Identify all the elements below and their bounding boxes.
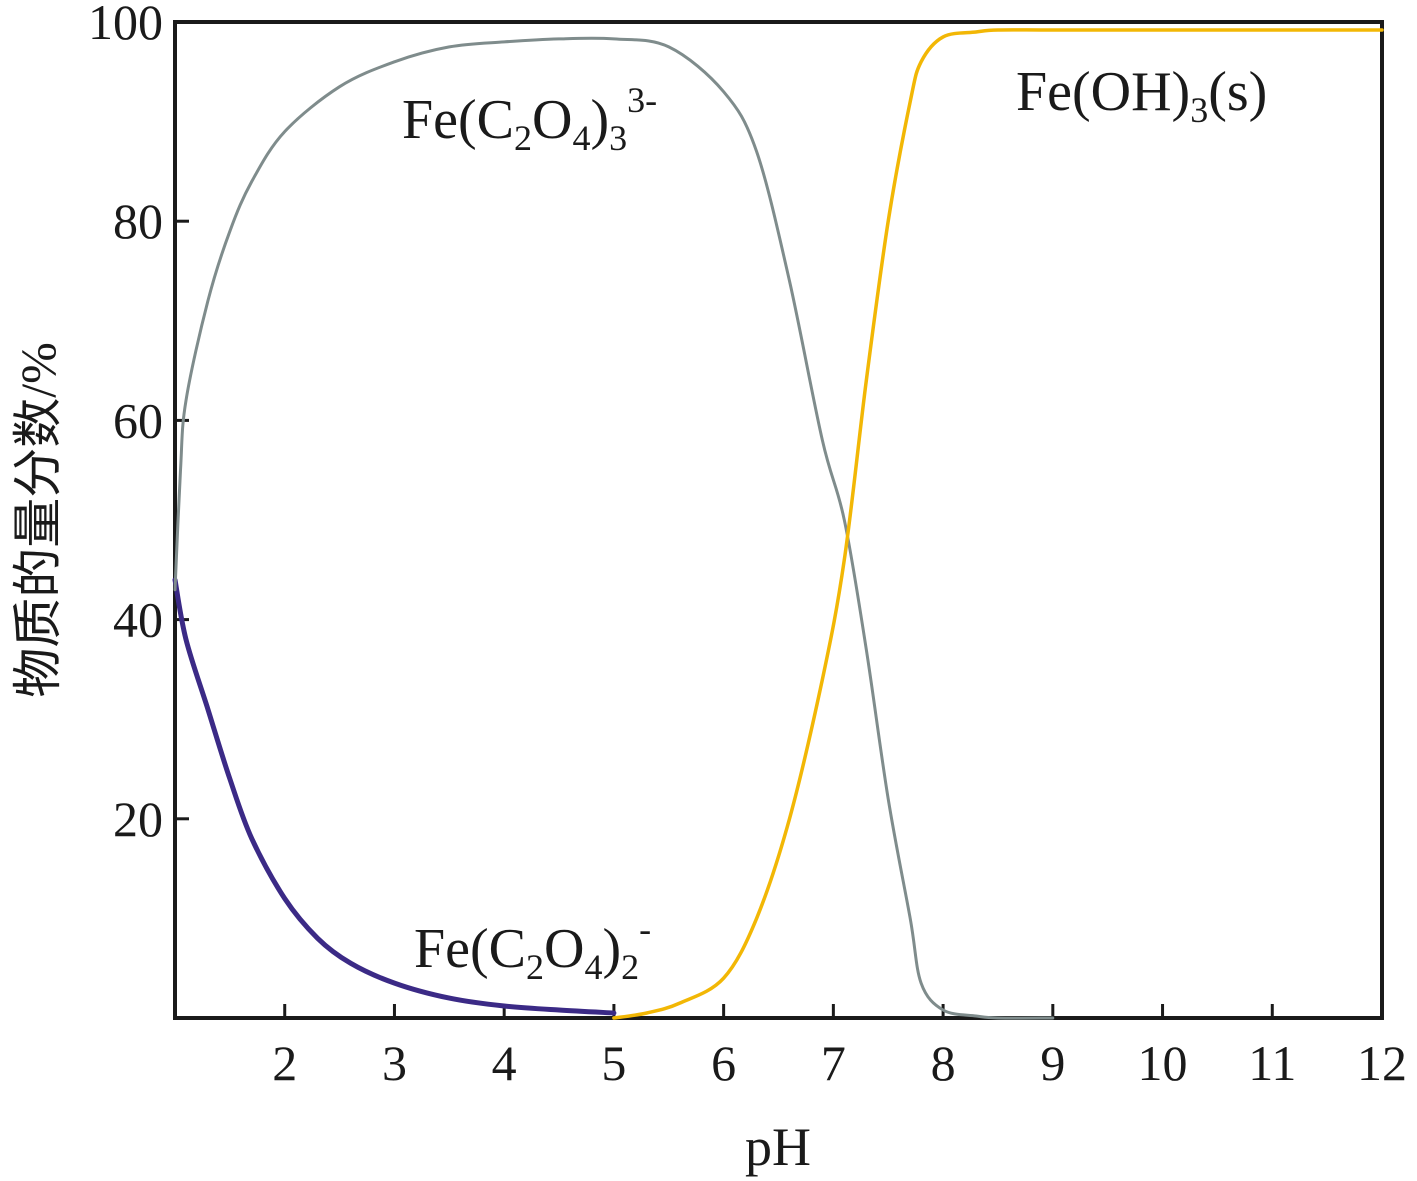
y-axis: 20 40 60 80 100 xyxy=(88,0,189,847)
x-tick-label: 6 xyxy=(711,1035,736,1091)
plot-frame xyxy=(173,20,1384,1020)
series-line xyxy=(173,36,1055,1020)
x-tick-label: 12 xyxy=(1357,1035,1407,1091)
x-tick-label: 11 xyxy=(1248,1035,1296,1091)
x-axis-title: pH xyxy=(745,1117,811,1177)
x-tick-label: 10 xyxy=(1138,1035,1188,1091)
y-tick-label: 100 xyxy=(88,0,163,50)
y-tick-label: 40 xyxy=(113,592,163,648)
x-tick-label: 7 xyxy=(821,1035,846,1091)
x-tick-label: 2 xyxy=(272,1035,297,1091)
x-tick-label: 8 xyxy=(931,1035,956,1091)
x-tick-label: 4 xyxy=(492,1035,517,1091)
label-fe-c2o4-2: Fe(C2O4)2- xyxy=(414,909,651,987)
x-tick-label: 5 xyxy=(601,1035,626,1091)
label-fe-oh-3: Fe(OH)3(s) xyxy=(1016,61,1267,130)
series-line xyxy=(612,28,1384,1020)
y-axis-title: 物质的量分数/% xyxy=(10,342,66,698)
series-layer xyxy=(172,28,1384,1020)
y-tick-label: 20 xyxy=(113,791,163,847)
x-tick-label: 9 xyxy=(1040,1035,1065,1091)
y-tick-label: 60 xyxy=(113,392,163,448)
x-tick-label: 3 xyxy=(382,1035,407,1091)
series-line xyxy=(172,577,617,1016)
label-fe-c2o4-3: Fe(C2O4)33- xyxy=(402,80,657,158)
y-tick-label: 80 xyxy=(113,193,163,249)
